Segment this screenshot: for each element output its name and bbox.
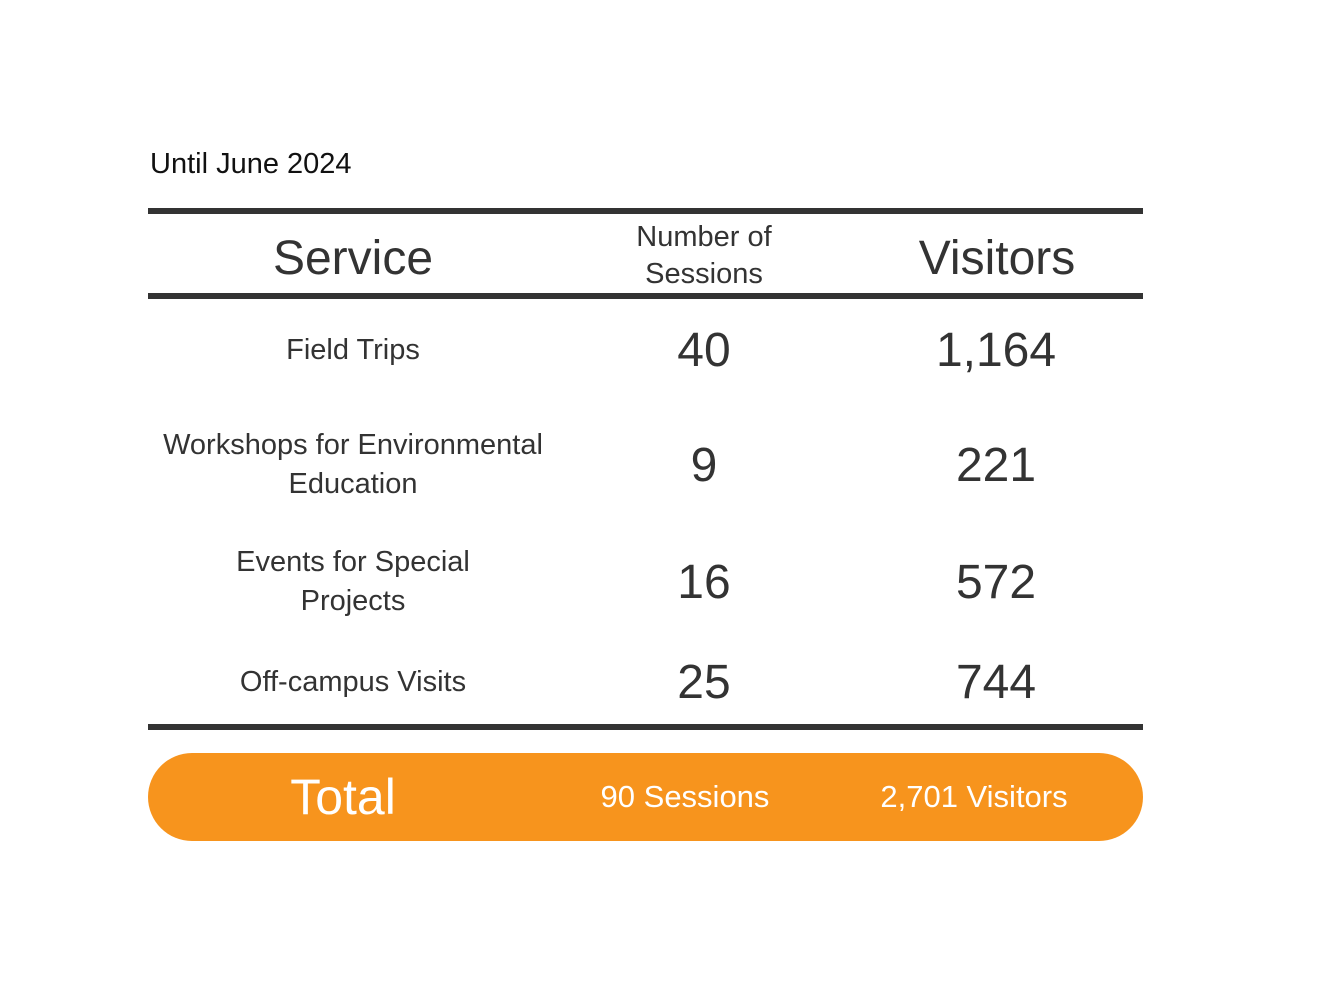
row-2-sessions: 9 (690, 438, 718, 492)
row-2-service: Workshops for Environmental Education (143, 425, 563, 505)
row-1-service: Field Trips (143, 320, 563, 380)
header-rule (148, 293, 1143, 299)
total-bar (148, 753, 1143, 841)
row-3-sessions: 16 (677, 555, 731, 609)
top-rule (148, 208, 1143, 214)
row-3-service-label: Events for Special Projects (236, 546, 470, 617)
total-visitors: 2,701 Visitors (880, 779, 1068, 814)
row-1-service-label: Field Trips (286, 333, 420, 366)
header-sessions: Number of Sessions (554, 218, 854, 294)
row-4-visitors: 744 (955, 655, 1037, 709)
row-3-visitors: 572 (955, 555, 1037, 609)
header-service: Service (272, 231, 434, 285)
bottom-rule (148, 724, 1143, 730)
total-sessions: 90 Sessions (600, 779, 770, 814)
row-4-sessions: 25 (677, 655, 731, 709)
row-2-visitors: 221 (955, 438, 1037, 492)
table-caption: Until June 2024 (150, 148, 352, 180)
total-label: Total (290, 769, 396, 825)
header-visitors: Visitors (918, 231, 1076, 285)
row-1-sessions: 40 (677, 323, 731, 377)
row-2-service-label: Workshops for Environmental Education (163, 429, 543, 500)
row-1-visitors: 1,164 (935, 323, 1057, 377)
header-sessions-label: Number of Sessions (636, 221, 772, 290)
row-4-service-label: Off-campus Visits (239, 665, 467, 698)
row-3-service: Events for Special Projects (143, 542, 563, 622)
row-4-service: Off-campus Visits (143, 652, 563, 712)
